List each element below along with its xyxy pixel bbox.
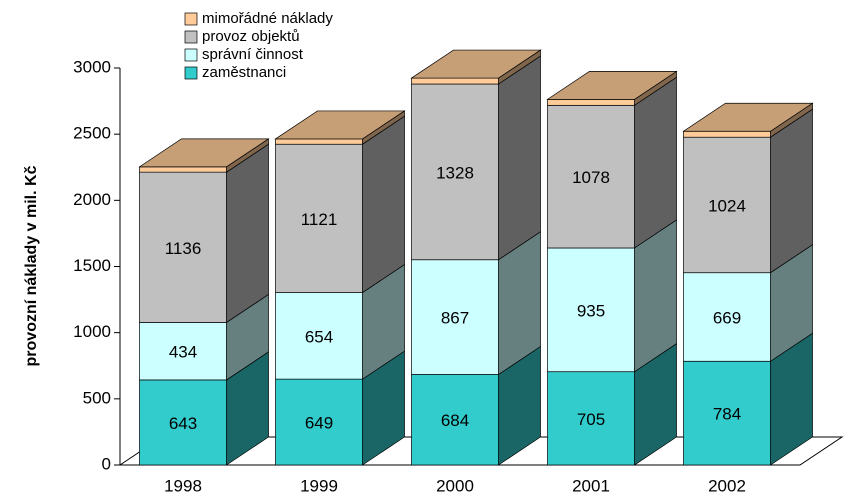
- bar-side: [634, 76, 677, 249]
- bar-segment: [411, 77, 499, 85]
- legend-swatch: [184, 12, 198, 26]
- bar-side: [498, 55, 541, 261]
- legend-swatch: [184, 66, 198, 80]
- data-label: 1121: [301, 210, 338, 229]
- y-tick-label: 1500: [73, 256, 111, 275]
- x-tick-label: 1999: [300, 476, 338, 494]
- bar-segment: [547, 371, 635, 466]
- x-tick-label: 2002: [708, 476, 746, 494]
- data-label: 1328: [436, 163, 474, 182]
- data-label: 935: [577, 301, 605, 320]
- data-label: 654: [305, 327, 333, 346]
- data-label: 784: [713, 405, 741, 424]
- bar-segment: [139, 166, 227, 173]
- bar-segment: [683, 130, 771, 138]
- data-label: 867: [441, 309, 469, 328]
- bar-segment: [139, 171, 227, 323]
- bar-segment: [275, 292, 363, 380]
- data-label: 1024: [708, 196, 746, 215]
- bar-top: [138, 138, 270, 168]
- bar-segment: [139, 379, 227, 466]
- bar-segment: [683, 272, 771, 362]
- y-tick-label: 2500: [73, 124, 111, 143]
- x-tick-label: 2001: [572, 476, 610, 494]
- data-label: 705: [577, 410, 605, 429]
- y-axis-label: provozní náklady v mil. Kč: [23, 165, 40, 366]
- data-label: 434: [169, 343, 197, 362]
- bar-segment: [547, 99, 635, 106]
- y-tick-label: 2000: [73, 190, 111, 209]
- y-tick-label: 0: [102, 454, 111, 473]
- bar-top: [546, 71, 678, 100]
- data-label: 1136: [165, 239, 202, 258]
- data-label: 1078: [572, 168, 610, 187]
- bar-segment: [275, 378, 363, 466]
- bar-segment: [411, 374, 499, 466]
- bar-side: [770, 108, 813, 274]
- bar-segment: [683, 360, 771, 466]
- bar-segment: [683, 136, 771, 274]
- y-tick-label: 3000: [73, 57, 111, 76]
- bar-segment: [139, 322, 227, 381]
- bar-top: [410, 49, 542, 79]
- bar-top: [682, 102, 814, 132]
- bar-top: [274, 110, 406, 140]
- legend-label: správní činnost: [202, 46, 304, 63]
- data-label: 649: [305, 414, 333, 433]
- bar-side: [362, 115, 405, 294]
- bar-segment: [275, 143, 363, 293]
- data-label: 669: [713, 308, 741, 327]
- bar-segment: [275, 138, 363, 145]
- y-tick-label: 1000: [73, 322, 111, 341]
- x-tick-label: 1998: [164, 476, 202, 494]
- legend-label: provoz objektů: [202, 28, 300, 45]
- bar-side: [226, 143, 269, 324]
- data-label: 684: [441, 411, 469, 430]
- legend-swatch: [184, 48, 198, 62]
- bar-segment: [547, 104, 635, 249]
- legend-label: zaměstnanci: [202, 64, 286, 81]
- bar-segment: [547, 247, 635, 373]
- data-label: 643: [169, 414, 197, 433]
- legend-swatch: [184, 30, 198, 44]
- x-tick-label: 2000: [436, 476, 474, 494]
- y-tick-label: 500: [83, 388, 111, 407]
- legend-label: mimořádné náklady: [202, 10, 333, 27]
